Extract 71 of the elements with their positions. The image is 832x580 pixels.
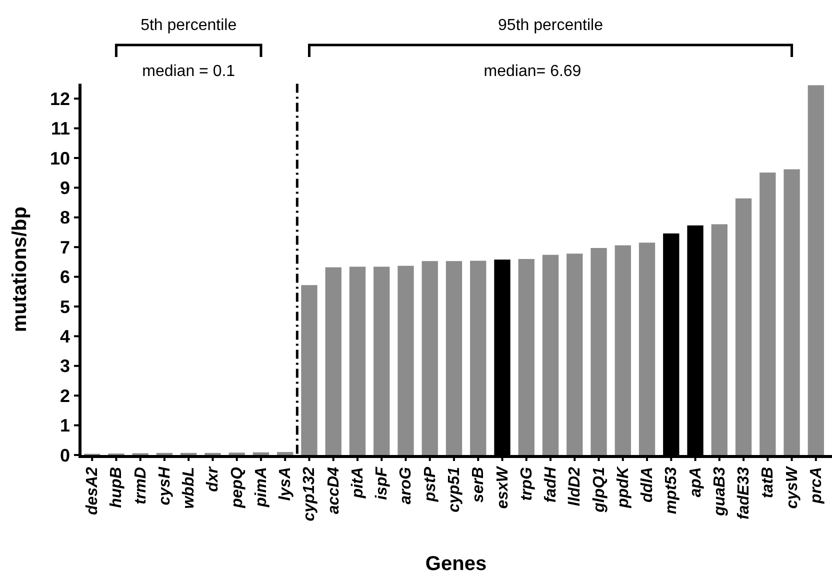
- bar: [446, 261, 462, 455]
- bar: [422, 261, 438, 455]
- x-tick-label: guaB3: [711, 466, 728, 517]
- x-tick-label: esxW: [494, 465, 512, 509]
- bar: [277, 452, 294, 455]
- x-tick-label: hupB: [108, 467, 126, 508]
- y-tick-label: 1: [60, 416, 70, 436]
- bar: [735, 198, 752, 455]
- text: 95th percentile: [498, 17, 604, 34]
- bar: [301, 285, 318, 455]
- x-tick-label: dxr: [204, 466, 222, 492]
- y-axis-title: mutations/bp: [9, 206, 31, 332]
- bar: [638, 242, 656, 455]
- x-tick-label: ppdK: [614, 466, 632, 509]
- bar: [590, 248, 607, 455]
- y-tick-label: 10: [50, 148, 70, 168]
- bar: [398, 266, 414, 455]
- bar: [470, 260, 486, 455]
- x-tick-label: pstP: [422, 466, 439, 503]
- x-tick-label: fadH: [542, 466, 560, 503]
- y-tick-label: 9: [60, 178, 70, 198]
- x-tick-label: accD4: [325, 466, 342, 514]
- x-tick-label: cysH: [156, 466, 174, 506]
- x-tick-label: cysW: [784, 465, 801, 509]
- x-tick-label: trmD: [132, 466, 150, 504]
- text: median= 6.69: [484, 63, 582, 80]
- bar: [760, 172, 776, 455]
- x-tick-label: ispF: [374, 466, 391, 500]
- x-tick-label: wbbL: [180, 467, 198, 509]
- y-tick-label: 11: [50, 118, 70, 139]
- x-tick-label: cyp51: [446, 466, 463, 512]
- bar: [711, 224, 728, 455]
- x-tick-label: aroG: [398, 467, 415, 504]
- y-tick-label: 0: [60, 445, 70, 466]
- y-tick-label: 12: [50, 88, 70, 109]
- x-tick-label: pimA: [252, 467, 270, 508]
- x-tick-label: glpQ1: [590, 466, 608, 514]
- bar: [542, 254, 559, 455]
- bar: [252, 452, 270, 455]
- bar: [614, 245, 631, 455]
- y-tick-label: 4: [60, 326, 70, 346]
- bar: [808, 85, 824, 455]
- x-tick-label: tatB: [760, 467, 777, 498]
- y-tick-label: 6: [60, 267, 70, 288]
- text: median = 0.1: [142, 63, 236, 80]
- bar: [325, 267, 342, 455]
- x-tick-label: prcA: [808, 467, 825, 504]
- x-tick-label: ddlA: [639, 467, 656, 503]
- x-tick-label: pepQ: [228, 466, 246, 509]
- x-tick-label: cyp132: [301, 466, 318, 522]
- text: 5th percentile: [140, 17, 237, 34]
- x-tick-label: mpt53: [663, 466, 680, 514]
- bar: [518, 258, 534, 455]
- bar: [349, 266, 366, 455]
- bar: [566, 254, 583, 455]
- x-tick-label: serB: [470, 467, 488, 503]
- y-tick-label: 3: [60, 356, 70, 376]
- x-tick-label: lysA: [277, 467, 294, 501]
- bar: [374, 266, 390, 455]
- y-tick-label: 2: [60, 386, 70, 406]
- x-tick-label: trpG: [518, 467, 536, 501]
- y-tick-label: 5: [60, 296, 70, 317]
- y-tick-label: 8: [60, 208, 70, 228]
- x-tick-label: apA: [687, 467, 704, 498]
- x-tick-label: lldD2: [566, 466, 584, 506]
- x-axis-title: Genes: [425, 553, 487, 575]
- y-tick-label: 7: [60, 237, 70, 258]
- x-tick-label: pitA: [349, 467, 366, 500]
- x-tick-label: fadE33: [736, 466, 753, 520]
- bar: [784, 169, 800, 455]
- x-tick-label: desA2: [84, 466, 102, 516]
